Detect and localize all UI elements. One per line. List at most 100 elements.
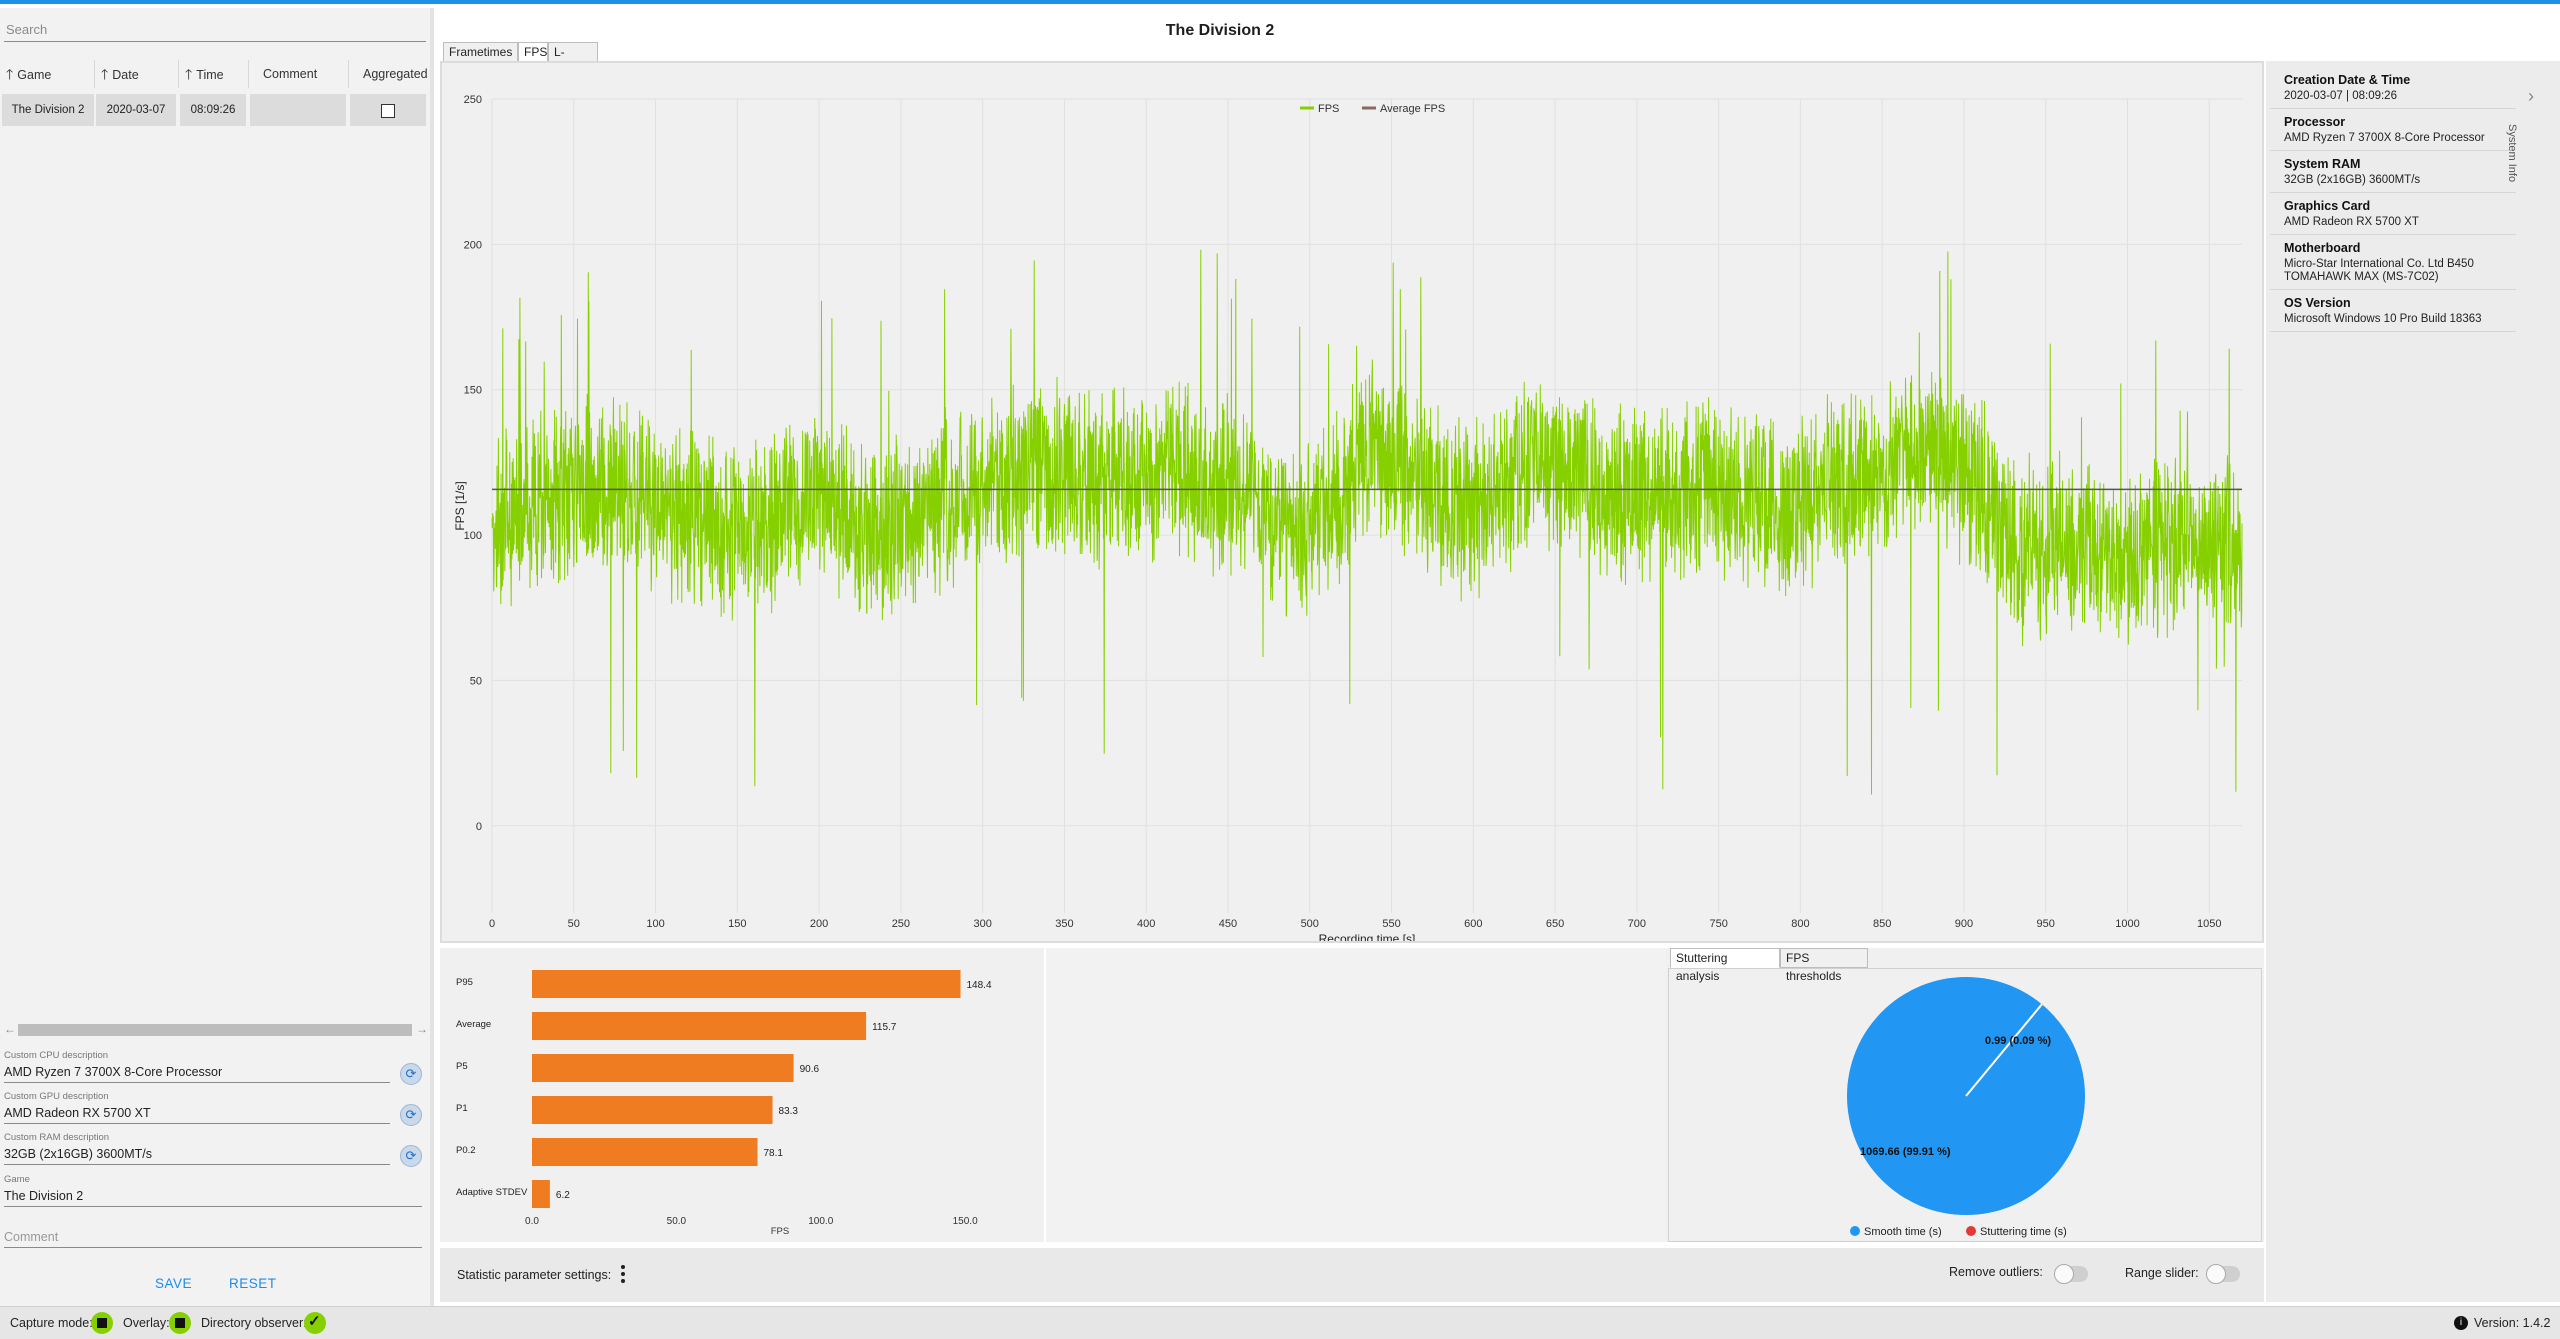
horizontal-scrollbar[interactable]: ← → bbox=[4, 1022, 428, 1038]
version-label: Version: 1.4.2 bbox=[2474, 1316, 2551, 1330]
x-tick-label: 450 bbox=[1219, 918, 1237, 930]
y-tick-label: 100 bbox=[464, 530, 482, 542]
x-axis-label: Recording time [s] bbox=[1319, 932, 1416, 941]
system-info-tab[interactable]: System Info bbox=[2506, 124, 2518, 183]
status-bar: Capture mode: Overlay: Directory observe… bbox=[0, 1306, 2560, 1339]
empty-panel bbox=[1046, 948, 1666, 1242]
legend-fps-label: FPS bbox=[1318, 103, 1339, 115]
system-info-panel: Creation Date & Time 2020-03-07 | 08:09:2… bbox=[2266, 61, 2560, 1302]
bar bbox=[532, 970, 961, 998]
column-time[interactable]: 🡑 Time bbox=[178, 60, 248, 88]
info-os-version: OS Version Microsoft Windows 10 Pro Build… bbox=[2270, 290, 2516, 332]
x-tick-label: 600 bbox=[1464, 918, 1482, 930]
info-icon[interactable]: i bbox=[2454, 1316, 2468, 1330]
bar bbox=[532, 1096, 773, 1124]
x-tick-label: 0 bbox=[489, 918, 495, 930]
column-game[interactable]: 🡑 Game bbox=[6, 66, 52, 82]
fps-chart-svg: 0 50 100 150 200 250 300 350 400 450 500 550 600 650 7… bbox=[453, 94, 2243, 941]
custom-cpu-value[interactable]: AMD Ryzen 7 3700X 8-Core Processor bbox=[4, 1065, 223, 1079]
tab-frametimes[interactable]: Frametimes bbox=[443, 42, 518, 62]
capture-mode-indicator-icon bbox=[91, 1312, 113, 1334]
statistics-panel: P95 148.4 Average 115.7 P5 90.6 P1 83.3 P0.2 78.1… bbox=[440, 948, 1044, 1242]
game-field[interactable]: Game The Division 2 bbox=[4, 1174, 422, 1207]
y-tick-label: 0 bbox=[476, 821, 482, 833]
cell-comment[interactable] bbox=[250, 94, 346, 126]
column-date[interactable]: 🡑 Date bbox=[94, 60, 178, 88]
custom-gpu-value[interactable]: AMD Radeon RX 5700 XT bbox=[4, 1106, 151, 1120]
x-tick-label: 300 bbox=[973, 918, 991, 930]
legend-stuttering-label: Stuttering time (s) bbox=[1980, 1226, 2067, 1238]
column-comment[interactable]: Comment bbox=[248, 60, 348, 88]
x-tick-label: 650 bbox=[1546, 918, 1564, 930]
scrollbar-thumb[interactable] bbox=[18, 1024, 412, 1036]
x-tick-label: 1000 bbox=[2115, 918, 2139, 930]
x-tick-label: 350 bbox=[1055, 918, 1073, 930]
statistics-bar-chart: P95 148.4 Average 115.7 P5 90.6 P1 83.3 P0.2 78.1… bbox=[456, 970, 992, 1237]
game-label: Game bbox=[4, 1174, 30, 1185]
tab-fps-thresholds[interactable]: FPS thresholds bbox=[1780, 948, 1868, 983]
pie-separator bbox=[1965, 1003, 2043, 1097]
bar-category-label: P95 bbox=[456, 977, 473, 988]
save-button[interactable]: SAVE bbox=[155, 1276, 193, 1291]
x-tick-label: 700 bbox=[1628, 918, 1646, 930]
bar-value-label: 83.3 bbox=[779, 1106, 799, 1117]
refresh-gpu-icon[interactable]: ⟳ bbox=[400, 1104, 422, 1126]
custom-gpu-field[interactable]: Custom GPU description AMD Radeon RX 570… bbox=[4, 1091, 390, 1124]
aggregated-checkbox[interactable] bbox=[381, 104, 395, 118]
bar bbox=[532, 1054, 794, 1082]
statistic-settings-label: Statistic parameter settings: bbox=[457, 1268, 612, 1282]
custom-cpu-field[interactable]: Custom CPU description AMD Ryzen 7 3700X… bbox=[4, 1050, 390, 1083]
stuttering-pie-chart: 0.99 (0.09 %) 1069.66 (99.91 %) Smooth tim… bbox=[1847, 977, 2085, 1238]
info-system-ram: System RAM 32GB (2x16GB) 3600MT/s bbox=[2270, 151, 2516, 193]
remove-outliers-toggle[interactable] bbox=[2054, 1264, 2088, 1284]
fps-chart[interactable]: 0 50 100 150 200 250 300 350 400 450 500 550 600 650 7… bbox=[440, 61, 2264, 943]
system-info-list: Creation Date & Time 2020-03-07 | 08:09:2… bbox=[2270, 67, 2516, 332]
chevron-right-icon[interactable]: › bbox=[2528, 86, 2534, 106]
x-tick-label: 950 bbox=[2037, 918, 2055, 930]
bar-x-tick-label: 100.0 bbox=[808, 1216, 833, 1227]
bar-category-label: P1 bbox=[456, 1103, 468, 1114]
custom-ram-value[interactable]: 32GB (2x16GB) 3600MT/s bbox=[4, 1147, 152, 1161]
bar bbox=[532, 1180, 550, 1208]
x-tick-label: 800 bbox=[1791, 918, 1809, 930]
range-slider-toggle[interactable] bbox=[2206, 1264, 2240, 1284]
custom-cpu-label: Custom CPU description bbox=[4, 1050, 109, 1061]
bar bbox=[532, 1012, 867, 1040]
custom-gpu-label: Custom GPU description bbox=[4, 1091, 109, 1102]
cell-date: 2020-03-07 bbox=[96, 94, 176, 126]
comment-field[interactable]: Comment bbox=[4, 1226, 422, 1248]
scroll-left-icon[interactable]: ← bbox=[4, 1022, 16, 1036]
refresh-cpu-icon[interactable]: ⟳ bbox=[400, 1063, 422, 1085]
column-aggregated[interactable]: Aggregated bbox=[348, 60, 430, 88]
scroll-right-icon[interactable]: → bbox=[416, 1022, 428, 1036]
bar-x-axis-label: FPS bbox=[771, 1226, 789, 1237]
tab-stuttering-analysis[interactable]: Stuttering analysis bbox=[1670, 948, 1780, 983]
reset-button[interactable]: RESET bbox=[229, 1276, 277, 1291]
refresh-ram-icon[interactable]: ⟳ bbox=[400, 1145, 422, 1167]
info-graphics-card: Graphics Card AMD Radeon RX 5700 XT bbox=[2270, 193, 2516, 235]
y-axis-label: FPS [1/s] bbox=[453, 481, 467, 530]
legend-stuttering-swatch bbox=[1966, 1226, 1976, 1236]
legend-smooth-label: Smooth time (s) bbox=[1864, 1226, 1942, 1238]
cell-game: The Division 2 bbox=[2, 94, 94, 126]
bar-value-label: 78.1 bbox=[764, 1148, 784, 1159]
tab-lshape[interactable]: L-shape bbox=[548, 42, 598, 77]
x-tick-label: 250 bbox=[892, 918, 910, 930]
bar-category-label: P0.2 bbox=[456, 1145, 476, 1156]
search-input[interactable]: Search bbox=[4, 14, 426, 42]
x-tick-label: 550 bbox=[1382, 918, 1400, 930]
table-row[interactable]: The Division 2 2020-03-07 08:09:26 bbox=[0, 94, 430, 126]
x-tick-label: 500 bbox=[1301, 918, 1319, 930]
pie-label-smooth: 1069.66 (99.91 %) bbox=[1860, 1146, 1951, 1158]
tab-fps[interactable]: FPS bbox=[518, 42, 548, 62]
custom-ram-field[interactable]: Custom RAM description 32GB (2x16GB) 360… bbox=[4, 1132, 390, 1165]
grid-header: 🡑 Game 🡑 Date 🡑 Time Comment Aggregated bbox=[0, 60, 430, 88]
more-options-icon[interactable] bbox=[621, 1265, 625, 1283]
range-slider-label: Range slider: bbox=[2125, 1266, 2199, 1280]
overlay-label: Overlay: bbox=[123, 1316, 170, 1330]
x-tick-label: 100 bbox=[646, 918, 664, 930]
settings-bar: Statistic parameter settings: Remove out… bbox=[440, 1248, 2264, 1302]
comment-placeholder: Comment bbox=[4, 1230, 59, 1244]
y-tick-label: 50 bbox=[470, 675, 482, 687]
game-value[interactable]: The Division 2 bbox=[4, 1189, 84, 1203]
